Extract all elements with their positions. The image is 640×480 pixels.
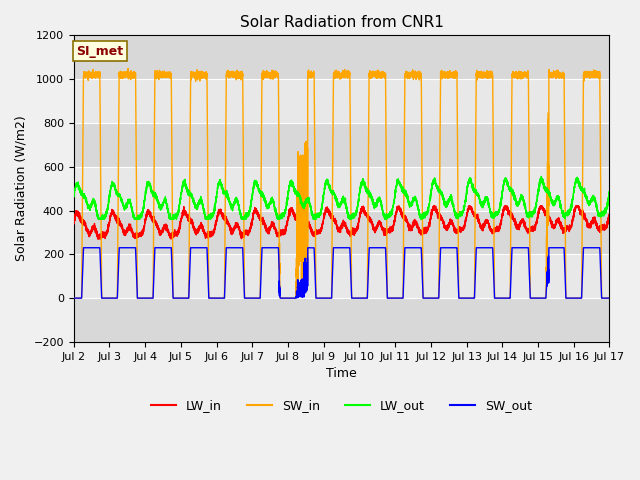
SW_out (577, 295, 584, 301)
Legend: LW_in, SW_in, LW_out, SW_out: LW_in, SW_in, LW_out, SW_out (146, 394, 537, 417)
SW_in (70, 295, 77, 301)
LW_in (605, 211, 613, 217)
LW_out (577, 184, 584, 190)
LW_out (605, 189, 613, 194)
LW_in (323, 204, 331, 210)
Title: Solar Radiation from CNR1: Solar Radiation from CNR1 (239, 15, 444, 30)
LW_in (94, 236, 102, 242)
Bar (74, 123, 609, 167)
LW_in (477, 225, 484, 230)
SW_out (477, 245, 484, 251)
LW_out (95, 216, 102, 222)
Line: SW_in: SW_in (74, 69, 609, 298)
SW_in (577, 295, 584, 301)
LW_in (394, 203, 402, 209)
X-axis label: Time: Time (326, 367, 357, 380)
Bar (74, 254, 609, 298)
SW_in (605, 295, 613, 301)
Bar (74, 36, 609, 79)
SW_out (79, 245, 87, 251)
SW_out (461, 295, 469, 301)
SW_in (461, 295, 469, 301)
Y-axis label: Solar Radiation (W/m2): Solar Radiation (W/m2) (15, 116, 28, 262)
SW_out (323, 295, 331, 301)
Line: SW_out: SW_out (74, 248, 609, 298)
LW_out (323, 180, 331, 185)
LW_out (252, 179, 260, 185)
LW_in (70, 221, 77, 227)
LW_in (583, 219, 591, 225)
SW_out (583, 245, 591, 251)
SW_in (323, 295, 331, 301)
Bar (74, 211, 609, 254)
Line: LW_out: LW_out (74, 176, 609, 219)
Text: SI_met: SI_met (76, 45, 124, 58)
Bar (74, 167, 609, 211)
SW_out (70, 295, 77, 301)
LW_out (538, 173, 545, 179)
LW_out (461, 200, 469, 205)
LW_out (70, 194, 77, 200)
LW_in (461, 216, 469, 222)
Line: LW_in: LW_in (74, 206, 609, 239)
SW_in (477, 72, 484, 78)
SW_in (252, 295, 260, 301)
LW_out (583, 198, 591, 204)
Bar (74, 298, 609, 342)
SW_out (252, 295, 260, 301)
LW_in (577, 208, 584, 214)
LW_in (252, 206, 260, 212)
Bar (74, 79, 609, 123)
SW_in (583, 70, 591, 75)
SW_in (124, 66, 132, 72)
LW_out (477, 200, 484, 206)
SW_out (605, 295, 613, 301)
